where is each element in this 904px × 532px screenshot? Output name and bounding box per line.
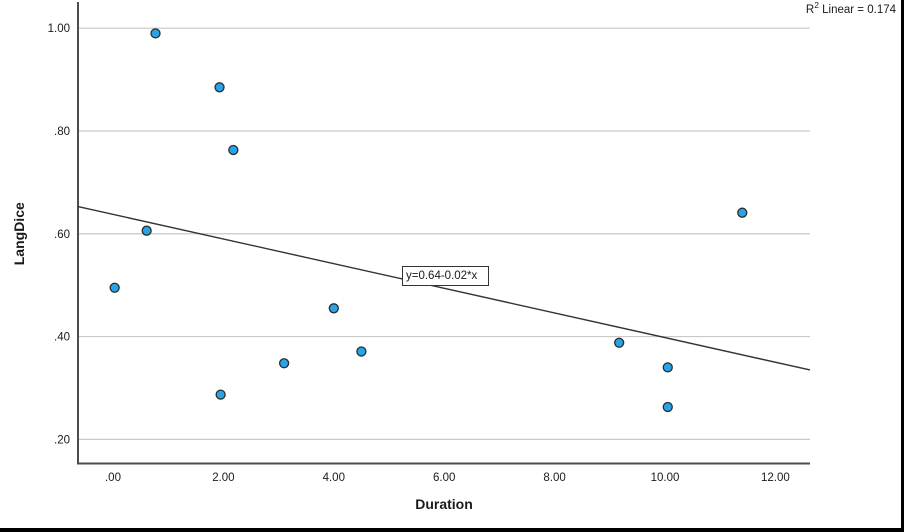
x-axis-title: Duration (415, 496, 473, 512)
y-tick-label: .40 (54, 332, 70, 344)
x-tick-label: 8.00 (543, 472, 565, 484)
data-point (215, 389, 226, 400)
x-tick-label: 12.00 (761, 472, 790, 484)
x-tick-label: 6.00 (433, 472, 455, 484)
data-point (614, 337, 625, 348)
y-tick-label: .20 (54, 434, 70, 446)
data-point (662, 401, 673, 413)
x-tick-label: .00 (105, 472, 121, 484)
r-squared-value-text: Linear = 0.174 (818, 4, 896, 16)
data-point (662, 362, 673, 373)
r-squared-exponent: 2 (814, 0, 819, 11)
data-point (214, 82, 225, 93)
data-point (278, 358, 290, 369)
data-point (737, 207, 748, 218)
data-point (228, 144, 239, 156)
r-squared-prefix: R (805, 4, 815, 16)
data-point (356, 346, 367, 357)
data-point (150, 28, 161, 39)
y-tick-label: 1.00 (48, 23, 70, 35)
frame-border-bottom (0, 528, 904, 532)
frame-border-right (901, 0, 904, 532)
regression-equation-label: y=0.64-0.02*x (402, 266, 489, 286)
data-point (109, 282, 120, 293)
x-tick-label: 2.00 (212, 472, 234, 484)
x-tick-label: 4.00 (323, 472, 345, 484)
y-axis-title: LangDice (11, 202, 27, 265)
data-point (141, 225, 152, 236)
y-tick-label: .80 (54, 126, 70, 138)
r-squared-annotation: R2 Linear = 0.174 (805, 1, 896, 16)
data-point (328, 303, 339, 314)
y-tick-label: .60 (54, 229, 70, 241)
regression-line (77, 205, 811, 371)
x-tick-label: 10.00 (651, 472, 680, 484)
